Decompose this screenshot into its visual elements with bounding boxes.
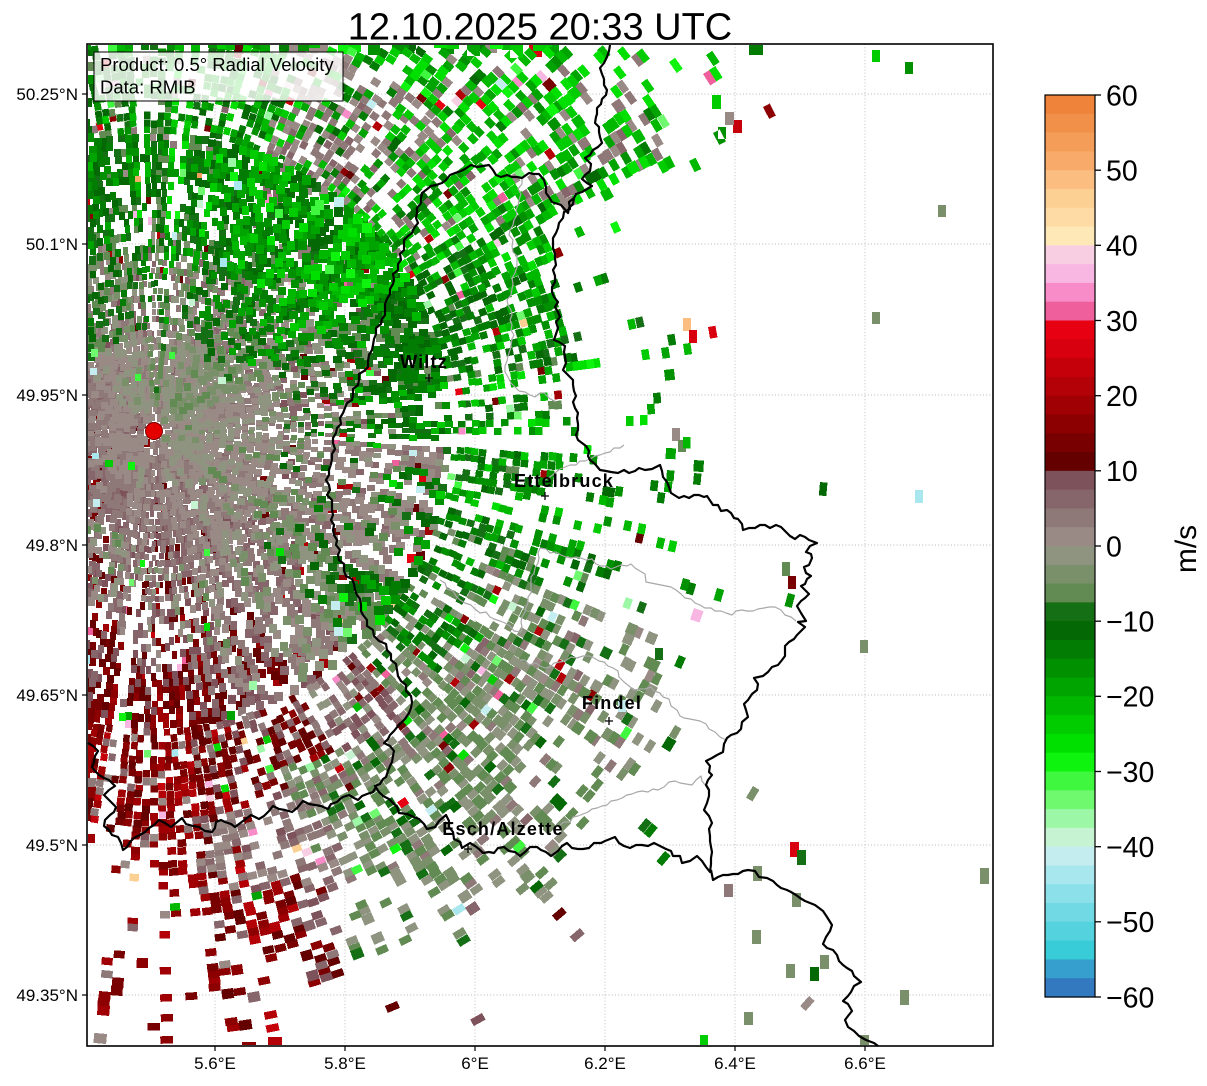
svg-text:5.6°E: 5.6°E [194, 1054, 236, 1073]
svg-text:60: 60 [1106, 80, 1138, 112]
svg-text:49.35°N: 49.35°N [16, 986, 78, 1005]
svg-text:50: 50 [1106, 156, 1138, 188]
svg-text:49.8°N: 49.8°N [26, 536, 78, 555]
svg-text:6.6°E: 6.6°E [844, 1054, 886, 1073]
svg-text:5.8°E: 5.8°E [324, 1054, 366, 1073]
svg-text:20: 20 [1106, 381, 1138, 413]
svg-text:12.10.2025 20:33 UTC: 12.10.2025 20:33 UTC [348, 7, 733, 49]
svg-text:Ettelbruck: Ettelbruck [514, 471, 614, 491]
svg-text:6.4°E: 6.4°E [714, 1054, 756, 1073]
svg-text:10: 10 [1106, 456, 1138, 488]
svg-text:40: 40 [1106, 231, 1138, 263]
svg-text:−60: −60 [1106, 982, 1154, 1014]
svg-text:−10: −10 [1106, 607, 1154, 639]
svg-text:49.95°N: 49.95°N [16, 386, 78, 405]
svg-text:m/s: m/s [1170, 525, 1203, 573]
svg-text:Wiltz: Wiltz [400, 352, 448, 372]
svg-text:50.25°N: 50.25°N [16, 85, 78, 104]
svg-text:−20: −20 [1106, 682, 1154, 714]
svg-text:0: 0 [1106, 531, 1122, 563]
svg-text:49.5°N: 49.5°N [26, 836, 78, 855]
svg-text:Product: 0.5° Radial Velocity: Product: 0.5° Radial Velocity [100, 54, 334, 75]
svg-text:6°E: 6°E [461, 1054, 489, 1073]
svg-text:−40: −40 [1106, 832, 1154, 864]
svg-text:Esch/Alzette: Esch/Alzette [442, 819, 563, 839]
svg-text:49.65°N: 49.65°N [16, 686, 78, 705]
svg-text:30: 30 [1106, 306, 1138, 338]
svg-text:−50: −50 [1106, 907, 1154, 939]
svg-text:6.2°E: 6.2°E [584, 1054, 626, 1073]
svg-text:−30: −30 [1106, 757, 1154, 789]
svg-text:50.1°N: 50.1°N [26, 235, 78, 254]
svg-text:Data: RMIB: Data: RMIB [100, 77, 196, 98]
svg-text:Findel: Findel [582, 693, 642, 713]
